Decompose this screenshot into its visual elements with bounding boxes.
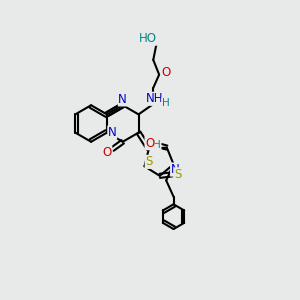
Text: HO: HO: [139, 32, 157, 45]
Text: O: O: [103, 146, 112, 159]
Text: N: N: [118, 93, 127, 106]
Text: H: H: [153, 140, 161, 150]
Text: O: O: [145, 136, 154, 150]
Text: NH: NH: [146, 92, 164, 105]
Text: S: S: [174, 168, 182, 181]
Text: N: N: [171, 163, 179, 176]
Text: S: S: [145, 155, 153, 168]
Text: O: O: [161, 66, 170, 79]
Text: N: N: [108, 126, 117, 139]
Text: H: H: [162, 98, 170, 108]
